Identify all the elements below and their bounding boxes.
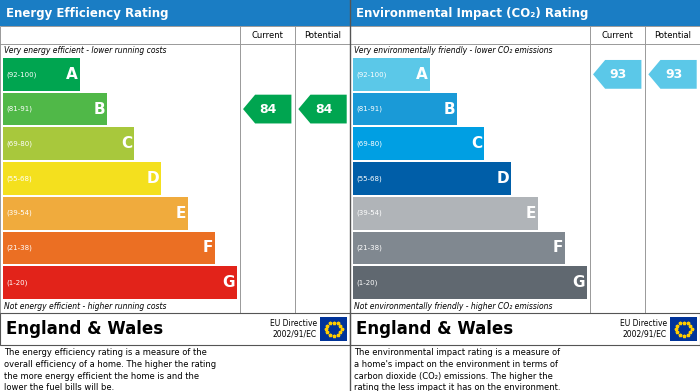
Text: (1-20): (1-20)	[356, 280, 377, 286]
Bar	[350, 0, 700, 26]
Text: A: A	[66, 67, 78, 82]
Text: (81-91): (81-91)	[6, 106, 32, 112]
Text: EU Directive
2002/91/EC: EU Directive 2002/91/EC	[270, 319, 317, 339]
Bar	[3, 127, 134, 160]
Text: Not environmentally friendly - higher CO₂ emissions: Not environmentally friendly - higher CO…	[354, 302, 552, 311]
Bar	[353, 266, 587, 299]
Text: F: F	[202, 240, 213, 255]
Text: 93: 93	[610, 68, 627, 81]
Text: E: E	[525, 206, 536, 221]
Bar	[0, 26, 350, 313]
Bar	[353, 58, 430, 91]
Text: (21-38): (21-38)	[6, 245, 32, 251]
Text: Potential: Potential	[654, 30, 691, 39]
Text: B: B	[443, 102, 455, 117]
Text: (39-54): (39-54)	[356, 210, 382, 217]
Text: 84: 84	[315, 102, 332, 116]
Text: England & Wales: England & Wales	[6, 320, 163, 338]
Text: C: C	[121, 136, 132, 151]
Bar	[320, 317, 347, 341]
Bar	[3, 93, 107, 126]
Bar	[3, 197, 188, 230]
Bar	[0, 0, 350, 26]
Text: 84: 84	[260, 102, 277, 116]
Bar	[3, 231, 214, 264]
Text: Current: Current	[601, 30, 634, 39]
Text: Energy Efficiency Rating: Energy Efficiency Rating	[6, 7, 169, 20]
Text: A: A	[416, 67, 428, 82]
Text: (69-80): (69-80)	[356, 140, 382, 147]
Text: 93: 93	[665, 68, 682, 81]
Text: (55-68): (55-68)	[356, 175, 382, 182]
Bar	[3, 266, 237, 299]
Text: D: D	[146, 171, 159, 186]
Text: (55-68): (55-68)	[6, 175, 32, 182]
Polygon shape	[593, 60, 641, 89]
Text: Environmental Impact (CO₂) Rating: Environmental Impact (CO₂) Rating	[356, 7, 589, 20]
Bar	[0, 313, 350, 345]
Text: England & Wales: England & Wales	[356, 320, 513, 338]
Bar	[353, 231, 564, 264]
Text: (69-80): (69-80)	[6, 140, 32, 147]
Bar	[350, 26, 700, 313]
Bar	[353, 197, 538, 230]
Text: (39-54): (39-54)	[6, 210, 32, 217]
Text: Potential: Potential	[304, 30, 341, 39]
Bar	[3, 58, 80, 91]
Text: D: D	[496, 171, 509, 186]
Text: (21-38): (21-38)	[356, 245, 382, 251]
Text: Very environmentally friendly - lower CO₂ emissions: Very environmentally friendly - lower CO…	[354, 46, 552, 55]
Text: EU Directive
2002/91/EC: EU Directive 2002/91/EC	[620, 319, 667, 339]
Polygon shape	[243, 95, 291, 124]
Text: F: F	[552, 240, 563, 255]
Bar	[3, 162, 161, 195]
Bar	[353, 162, 511, 195]
Text: G: G	[223, 275, 234, 290]
Text: G: G	[573, 275, 584, 290]
Bar	[353, 93, 457, 126]
Text: The environmental impact rating is a measure of
a home's impact on the environme: The environmental impact rating is a mea…	[354, 348, 561, 391]
Polygon shape	[298, 95, 346, 124]
Polygon shape	[648, 60, 696, 89]
Text: E: E	[175, 206, 186, 221]
Text: Very energy efficient - lower running costs: Very energy efficient - lower running co…	[4, 46, 167, 55]
Text: Current: Current	[251, 30, 284, 39]
Bar	[353, 127, 484, 160]
Text: Not energy efficient - higher running costs: Not energy efficient - higher running co…	[4, 302, 167, 311]
Text: (92-100): (92-100)	[356, 71, 386, 77]
Text: B: B	[93, 102, 105, 117]
Text: C: C	[471, 136, 482, 151]
Bar	[350, 313, 700, 345]
Text: (92-100): (92-100)	[6, 71, 36, 77]
Bar	[670, 317, 697, 341]
Text: (1-20): (1-20)	[6, 280, 27, 286]
Text: (81-91): (81-91)	[356, 106, 382, 112]
Text: The energy efficiency rating is a measure of the
overall efficiency of a home. T: The energy efficiency rating is a measur…	[4, 348, 216, 391]
